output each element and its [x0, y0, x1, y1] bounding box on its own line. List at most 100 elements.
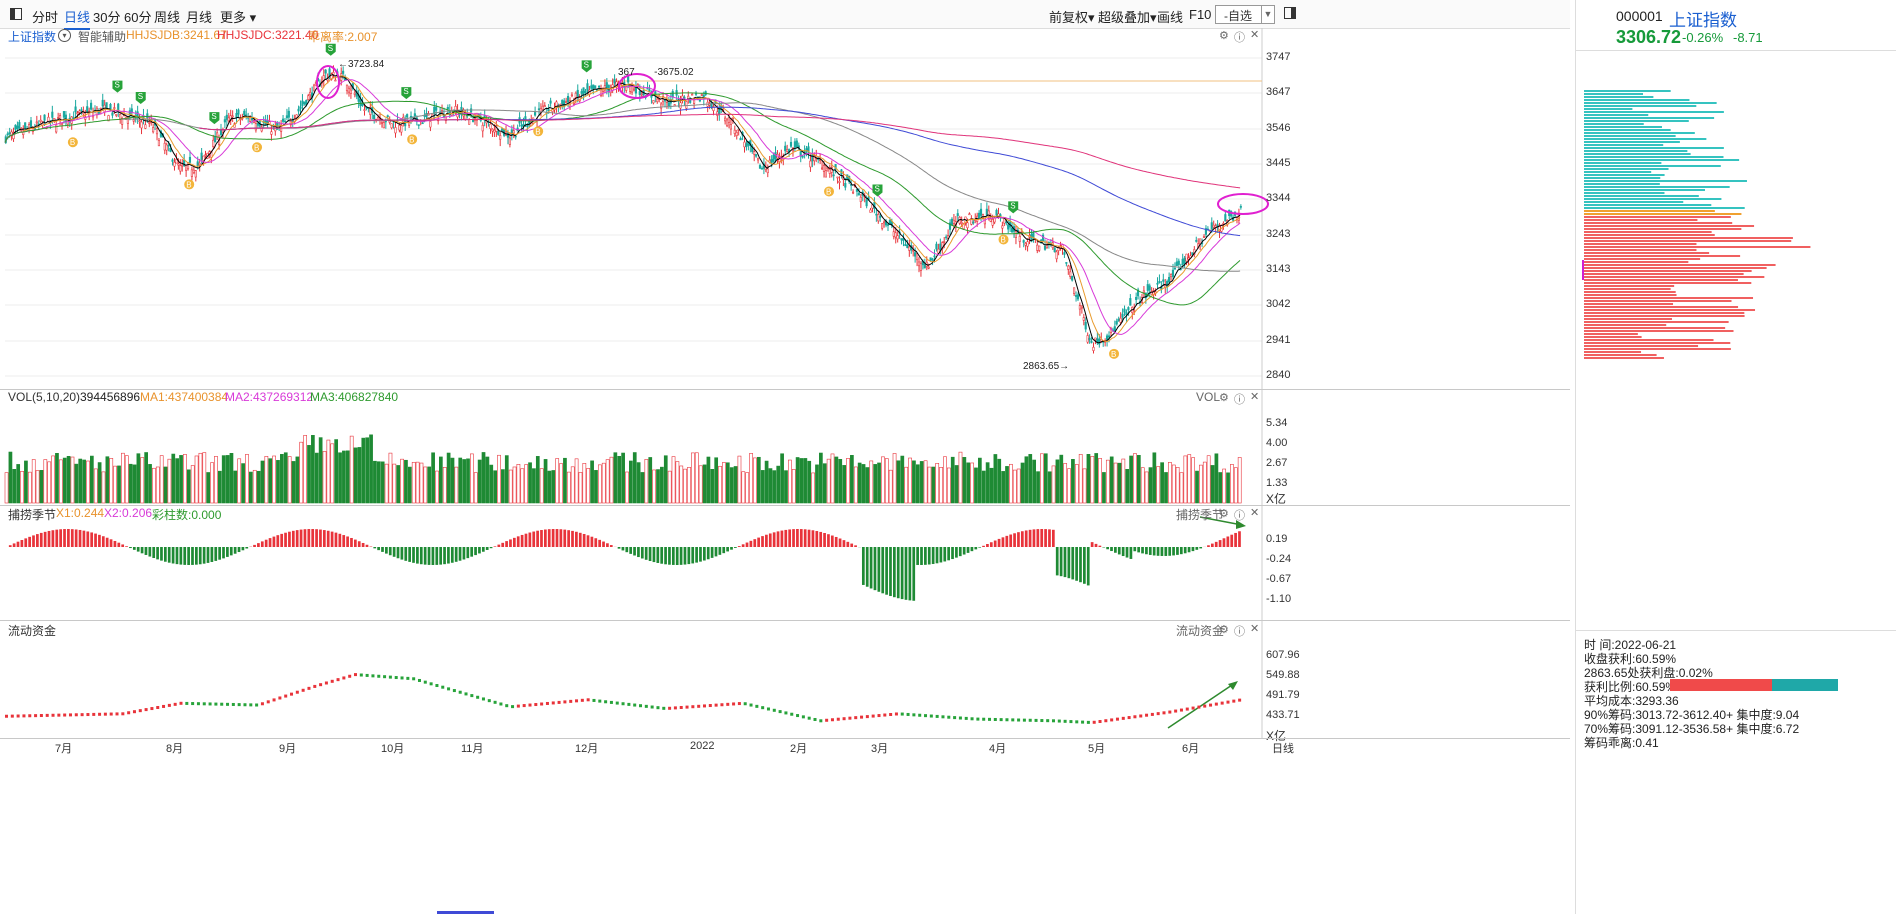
volume-bar [39, 470, 44, 504]
chip-bar [1584, 228, 1742, 230]
candle-body [140, 121, 143, 129]
index-name-label[interactable]: 上证指数 [8, 30, 57, 44]
catch-title: 捕捞季节 [8, 508, 57, 522]
candle-body [76, 112, 79, 115]
flow-point [627, 702, 631, 706]
overlay-menu-button[interactable]: 超级叠加▾ [1098, 7, 1157, 26]
flow-point [92, 712, 96, 716]
help-icon[interactable]: ⓘ [1234, 32, 1245, 44]
candle-body [743, 141, 746, 148]
volume-bar [272, 455, 276, 504]
settings-icon[interactable]: ⚙ [1219, 392, 1229, 404]
tab-monthly[interactable]: 月线 [186, 10, 213, 25]
tab-60min[interactable]: 60分 [124, 10, 152, 25]
assist-label[interactable]: 智能辅助 [78, 30, 127, 44]
flow-point [650, 705, 654, 709]
volume-bar [842, 465, 846, 504]
more-menu-button[interactable]: 更多 ▾ [220, 7, 256, 26]
stat-avg-cost: 平均成本:3293.36 [1584, 694, 1679, 708]
close-icon[interactable]: ✕ [1250, 29, 1260, 41]
arrowhead-icon [1236, 520, 1246, 529]
volume-bar [1059, 454, 1064, 504]
catch-bar [970, 547, 974, 552]
volume-bar [780, 453, 784, 504]
tab-daily[interactable]: 日线 [64, 7, 91, 30]
candle-body [948, 222, 952, 230]
catch-bar [683, 547, 687, 565]
volume-bar [117, 465, 121, 504]
watchlist-select[interactable]: -自选 ▼ [1215, 5, 1275, 24]
volume-bar [923, 460, 928, 504]
flow-point [63, 713, 67, 717]
catch-bar [94, 533, 97, 547]
f10-button[interactable]: F10 [1189, 7, 1212, 22]
close-icon[interactable]: ✕ [1250, 623, 1260, 635]
tab-30min[interactable]: 30分 [93, 10, 121, 25]
candle-body [126, 117, 129, 124]
candle-body [489, 123, 492, 129]
catch-bar [788, 529, 792, 547]
catch-bar [823, 532, 826, 547]
chip-bar [1584, 261, 1689, 263]
volume-bar [970, 462, 974, 504]
catch-bar [939, 547, 943, 563]
candle-body [1053, 247, 1056, 253]
candle-body [64, 114, 67, 122]
stock-chart[interactable]: B B B B B B B B S S S S S S S S [0, 0, 1570, 914]
chip-bar [1584, 222, 1733, 224]
scroll-thumb[interactable] [437, 911, 494, 914]
candle-body [1022, 240, 1025, 243]
adjust-menu-button[interactable]: 前复权▾ [1049, 7, 1095, 26]
chip-bar [1584, 96, 1654, 98]
arrowhead-icon [1228, 681, 1238, 690]
tab-weekly[interactable]: 周线 [154, 10, 181, 25]
candle-body [481, 124, 484, 132]
price-tick-label: 2941 [1266, 334, 1291, 346]
settings-icon[interactable]: ⚙ [1219, 508, 1229, 520]
flow-point [45, 713, 49, 717]
assist-dropdown-icon[interactable]: ▾ [58, 29, 71, 42]
candle-body [421, 122, 424, 125]
candle-body [1063, 252, 1066, 255]
flow-point [691, 705, 695, 709]
catch-bar [1013, 533, 1016, 547]
candle-body [520, 124, 523, 127]
candle-body [152, 127, 155, 133]
chip-bar [1584, 201, 1684, 203]
candle-body [985, 208, 988, 216]
volume-bar [1090, 456, 1095, 504]
candle-body [512, 130, 515, 134]
help-icon[interactable]: ⓘ [1234, 394, 1245, 406]
volume-bar [82, 459, 86, 504]
catch-bar [520, 534, 524, 547]
close-icon[interactable]: ✕ [1250, 391, 1260, 403]
help-icon[interactable]: ⓘ [1234, 626, 1245, 638]
candle-body [824, 170, 827, 178]
volume-bar [1152, 452, 1157, 504]
flow-point [633, 703, 637, 707]
tab-intraday[interactable]: 分时 [32, 10, 59, 25]
candle-body [594, 85, 597, 89]
catch-bar [113, 540, 117, 547]
settings-icon[interactable]: ⚙ [1219, 624, 1229, 636]
help-icon[interactable]: ⓘ [1234, 510, 1245, 522]
catch-bar [307, 529, 311, 547]
catch-bar [1114, 547, 1117, 553]
volume-bar [1230, 464, 1234, 504]
draw-line-button[interactable]: 画线 [1157, 10, 1184, 25]
volume-bar [35, 470, 40, 504]
settings-icon[interactable]: ⚙ [1219, 30, 1229, 42]
chip-bar [1584, 123, 1644, 125]
catch-bar [834, 536, 838, 547]
volume-bar [27, 471, 32, 504]
high-price-label: ←3723.84 [338, 59, 385, 70]
catch-tick-label: -0.67 [1266, 573, 1292, 585]
flow-point [819, 719, 823, 723]
close-icon[interactable]: ✕ [1250, 507, 1260, 519]
flow-point [284, 694, 288, 698]
panel-toggle-icon[interactable] [1284, 7, 1296, 19]
volume-bar [1012, 469, 1017, 504]
layout-toggle-icon[interactable] [10, 8, 22, 20]
chip-bar [1584, 162, 1662, 164]
volume-bar [311, 435, 315, 504]
